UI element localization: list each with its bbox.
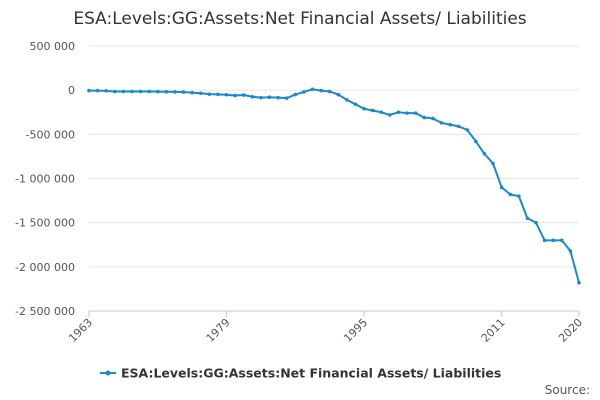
x-tick-label: 2020 [556,316,585,345]
data-point[interactable] [396,110,401,115]
data-point[interactable] [534,220,538,225]
data-point[interactable] [560,238,564,243]
data-point[interactable] [422,115,427,120]
data-point[interactable] [327,89,332,94]
data-point[interactable] [104,89,108,93]
axis-layer: 500 000 0 -500 000 -1 000 000 -1 500 000 -2 0… [15,40,585,345]
legend-marker[interactable] [105,370,111,376]
data-point[interactable] [216,92,220,97]
data-point[interactable] [577,280,581,285]
data-point[interactable] [431,116,435,121]
data-point[interactable] [362,106,366,111]
data-point[interactable] [405,111,409,115]
data-point[interactable] [198,91,203,96]
data-point[interactable] [508,192,513,197]
data-point[interactable] [181,90,186,94]
data-point[interactable] [499,185,504,190]
data-point[interactable] [456,124,461,129]
series-line[interactable] [89,88,580,283]
data-point[interactable] [413,111,418,115]
data-point[interactable] [525,216,530,221]
data-point[interactable] [465,128,470,132]
x-tick-label: 2011 [479,316,508,345]
legend[interactable]: ESA:Levels:GG:Assets:Net Financial Asset… [100,366,501,381]
data-point[interactable] [379,110,384,115]
data-point[interactable] [448,122,452,127]
y-tick-label: -1 500 000 [15,217,75,230]
data-point[interactable] [130,89,134,94]
data-point[interactable] [250,94,255,99]
data-point[interactable] [224,92,229,97]
x-tick-label: 1995 [341,316,370,345]
data-point[interactable] [482,151,487,156]
data-point[interactable] [310,87,315,92]
chart-title: ESA:Levels:GG:Assets:Net Financial Asset… [73,9,526,29]
data-point[interactable] [233,93,237,98]
data-point[interactable] [568,249,573,253]
data-point[interactable] [207,92,212,96]
data-point[interactable] [173,90,177,94]
data-point[interactable] [155,89,160,94]
data-point[interactable] [439,121,444,125]
legend-label[interactable]: ESA:Levels:GG:Assets:Net Financial Asset… [121,366,501,381]
y-tick-label: -1 000 000 [15,173,75,186]
x-tick-label: 1979 [204,316,233,345]
y-tick-label: -500 000 [26,128,75,141]
data-point[interactable] [164,89,169,94]
data-point[interactable] [319,88,323,93]
x-tick-label: 1963 [66,316,95,345]
data-point[interactable] [190,90,194,95]
series-layer [87,87,581,285]
data-point[interactable] [353,102,358,107]
data-point[interactable] [370,108,375,113]
data-point[interactable] [336,92,341,97]
data-point[interactable] [138,89,143,94]
y-tick-label: 0 [68,84,75,97]
source-label: Source: [545,383,590,397]
y-tick-label: 500 000 [30,40,76,53]
data-point[interactable] [284,96,289,100]
data-point[interactable] [259,95,263,100]
data-point[interactable] [551,238,556,243]
y-tick-label: -2 000 000 [15,261,75,274]
data-point[interactable] [302,90,306,94]
data-point[interactable] [241,93,246,97]
data-point[interactable] [474,139,478,144]
data-point[interactable] [542,238,547,243]
data-point[interactable] [388,113,392,117]
data-point[interactable] [293,92,298,97]
y-tick-label: -2 500 000 [15,305,75,318]
data-point[interactable] [87,88,91,93]
data-point[interactable] [517,194,521,198]
data-point[interactable] [121,89,126,94]
data-point[interactable] [147,89,151,94]
data-point[interactable] [345,98,349,102]
data-point[interactable] [95,88,100,93]
data-point[interactable] [276,95,280,100]
grid-layer [89,45,579,312]
data-point[interactable] [267,95,272,100]
data-point[interactable] [112,89,117,94]
data-point[interactable] [491,161,495,166]
